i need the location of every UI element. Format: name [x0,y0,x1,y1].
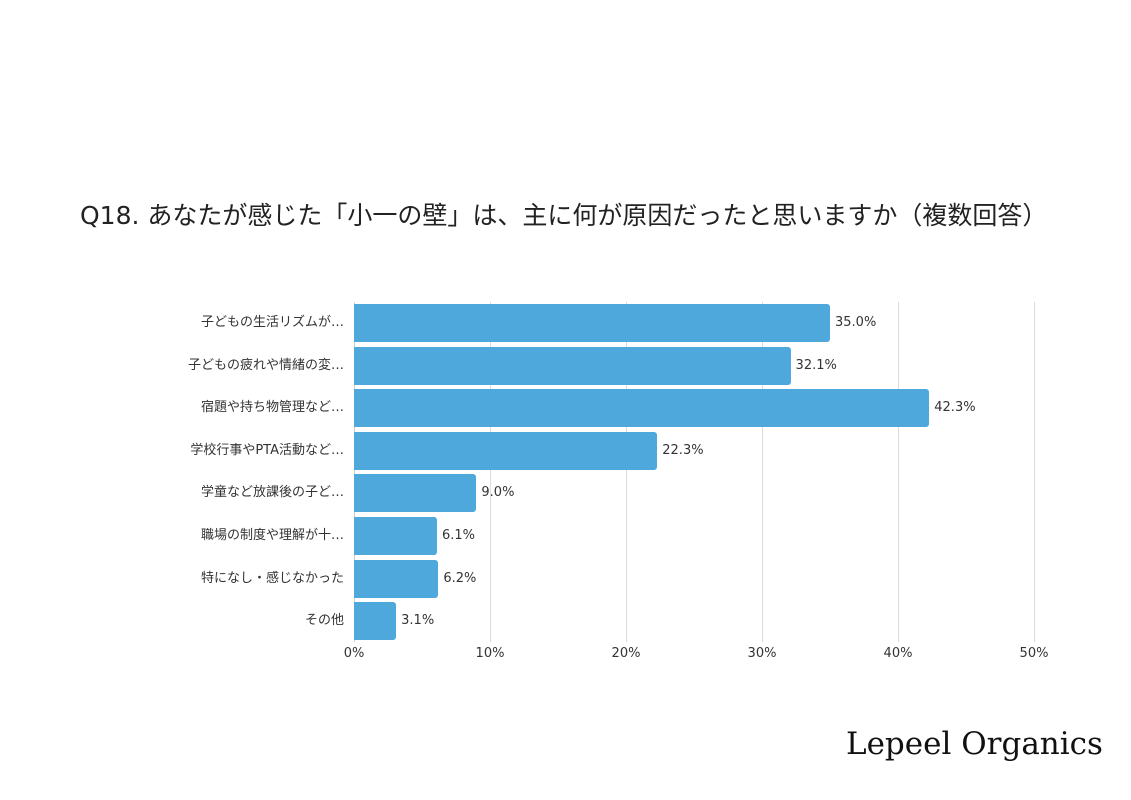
gridline [898,302,899,642]
bar [354,474,477,513]
x-tick-label: 0% [343,646,365,661]
value-label: 35.0% [835,315,877,330]
plot-area: 35.0% 32.1% 42.3% 22.3% 9.0% 6.1% 6.2% 3.1% [354,302,1035,642]
category-label: 学童など放課後の子ど… [200,485,344,501]
x-tick-label: 50% [1019,646,1049,661]
category-label: 職場の制度や理解が十… [200,528,344,543]
gridline [1034,302,1035,642]
x-tick-label: 30% [747,646,777,661]
bar [354,346,791,385]
category-label: 子どもの疲れや情緒の変… [187,357,344,373]
bar [354,559,439,598]
bar [354,389,930,428]
chart-title: Q18. あなたが感じた「小一の壁」は、主に何が原因だったと思いますか（複数回答… [80,201,1048,230]
category-label: 子どもの生活リズムが… [200,315,344,330]
value-label: 6.1% [441,528,475,543]
category-label: その他 [304,613,344,629]
value-label: 42.3% [934,400,976,416]
bar [354,304,830,342]
value-label: 22.3% [662,442,704,458]
x-tick-label: 40% [883,646,913,661]
gridline [762,302,763,642]
gridline [490,302,491,642]
y-axis-line [354,302,355,642]
category-label: 学校行事やPTA活動など… [190,442,344,458]
value-label: 9.0% [481,485,515,501]
category-label: 宿題や持ち物管理など… [200,400,344,416]
gridline [626,302,627,642]
x-tick-label: 10% [475,646,505,661]
value-label: 32.1% [795,357,837,373]
category-label: 特になし・感じなかった [200,570,344,586]
bar [354,431,658,470]
value-label: 6.2% [443,570,477,586]
bar [354,602,397,641]
value-label: 3.1% [401,613,435,629]
brand-logo: Lepeel Organics [846,726,1103,762]
x-tick-label: 20% [611,646,641,661]
bar [354,517,437,555]
